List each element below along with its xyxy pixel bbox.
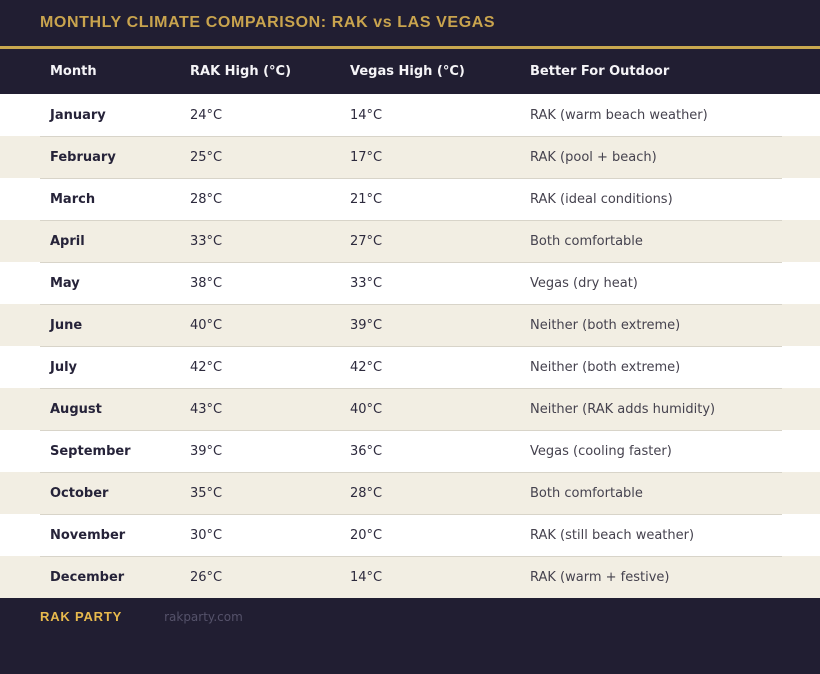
- cell-better-for: Both comfortable: [530, 233, 643, 249]
- table-row: September 39°C 36°C Vegas (cooling faster): [0, 430, 820, 472]
- cell-better-for: RAK (still beach weather): [530, 527, 695, 543]
- cell-vegas-high: 14°C: [350, 107, 383, 123]
- cell-month: December: [50, 569, 125, 585]
- column-header-rak-high: RAK High (°C): [190, 64, 292, 79]
- cell-month: June: [50, 317, 83, 333]
- cell-better-for: RAK (ideal conditions): [530, 191, 673, 207]
- brand-website: rakparty.com: [164, 610, 243, 624]
- cell-rak-high: 30°C: [190, 527, 223, 543]
- cell-vegas-high: 14°C: [350, 569, 383, 585]
- cell-month: October: [50, 485, 109, 501]
- table-header-row: Month RAK High (°C) Vegas High (°C) Bett…: [0, 49, 820, 94]
- cell-vegas-high: 27°C: [350, 233, 383, 249]
- cell-month: September: [50, 443, 131, 459]
- cell-vegas-high: 36°C: [350, 443, 383, 459]
- table-row: October 35°C 28°C Both comfortable: [0, 472, 820, 514]
- cell-rak-high: 35°C: [190, 485, 223, 501]
- cell-rak-high: 26°C: [190, 569, 223, 585]
- cell-vegas-high: 33°C: [350, 275, 383, 291]
- cell-rak-high: 25°C: [190, 149, 223, 165]
- cell-month: March: [50, 191, 96, 207]
- cell-rak-high: 24°C: [190, 107, 223, 123]
- cell-rak-high: 40°C: [190, 317, 223, 333]
- page-title: MONTHLY CLIMATE COMPARISON: RAK vs LAS V…: [40, 14, 496, 31]
- cell-better-for: Neither (RAK adds humidity): [530, 401, 716, 417]
- cell-vegas-high: 21°C: [350, 191, 383, 207]
- cell-better-for: Both comfortable: [530, 485, 643, 501]
- table-row: August 43°C 40°C Neither (RAK adds humidity…: [0, 388, 820, 430]
- table-row: December 26°C 14°C RAK (warm + festive): [0, 556, 820, 598]
- cell-vegas-high: 42°C: [350, 359, 383, 375]
- cell-month: January: [50, 107, 106, 123]
- title-bar: MONTHLY CLIMATE COMPARISON: RAK vs LAS V…: [0, 0, 820, 46]
- table-row: April 33°C 27°C Both comfortable: [0, 220, 820, 262]
- cell-rak-high: 33°C: [190, 233, 223, 249]
- cell-rak-high: 38°C: [190, 275, 223, 291]
- cell-month: February: [50, 149, 116, 165]
- cell-month: August: [50, 401, 102, 417]
- table-row: July 42°C 42°C Neither (both extreme): [0, 346, 820, 388]
- table-row: November 30°C 20°C RAK (still beach weather…: [0, 514, 820, 556]
- cell-vegas-high: 40°C: [350, 401, 383, 417]
- cell-vegas-high: 28°C: [350, 485, 383, 501]
- gold-divider: [0, 46, 820, 49]
- table-row: June 40°C 39°C Neither (both extreme): [0, 304, 820, 346]
- cell-rak-high: 39°C: [190, 443, 223, 459]
- table-row: January 24°C 14°C RAK (warm beach weather): [0, 94, 820, 136]
- column-header-month: Month: [50, 64, 97, 79]
- cell-rak-high: 28°C: [190, 191, 223, 207]
- column-header-vegas-high: Vegas High (°C): [350, 64, 465, 79]
- cell-better-for: Neither (both extreme): [530, 317, 681, 333]
- cell-month: November: [50, 527, 126, 543]
- table-body: January 24°C 14°C RAK (warm beach weather) F…: [0, 94, 820, 598]
- table-row: February 25°C 17°C RAK (pool + beach): [0, 136, 820, 178]
- cell-month: July: [50, 359, 78, 375]
- cell-better-for: RAK (pool + beach): [530, 149, 657, 165]
- cell-better-for: Vegas (cooling faster): [530, 443, 672, 459]
- cell-month: May: [50, 275, 80, 291]
- cell-better-for: RAK (warm beach weather): [530, 107, 708, 123]
- cell-vegas-high: 39°C: [350, 317, 383, 333]
- table-row: March 28°C 21°C RAK (ideal conditions): [0, 178, 820, 220]
- footer-bar: RAK PARTY rakparty.com: [0, 598, 820, 674]
- cell-rak-high: 43°C: [190, 401, 223, 417]
- cell-better-for: Neither (both extreme): [530, 359, 681, 375]
- cell-better-for: Vegas (dry heat): [530, 275, 638, 291]
- cell-vegas-high: 17°C: [350, 149, 383, 165]
- column-header-better-for: Better For Outdoor: [530, 64, 670, 79]
- cell-vegas-high: 20°C: [350, 527, 383, 543]
- brand-name: RAK PARTY: [40, 609, 123, 624]
- cell-better-for: RAK (warm + festive): [530, 569, 670, 585]
- cell-rak-high: 42°C: [190, 359, 223, 375]
- cell-month: April: [50, 233, 85, 249]
- table-row: May 38°C 33°C Vegas (dry heat): [0, 262, 820, 304]
